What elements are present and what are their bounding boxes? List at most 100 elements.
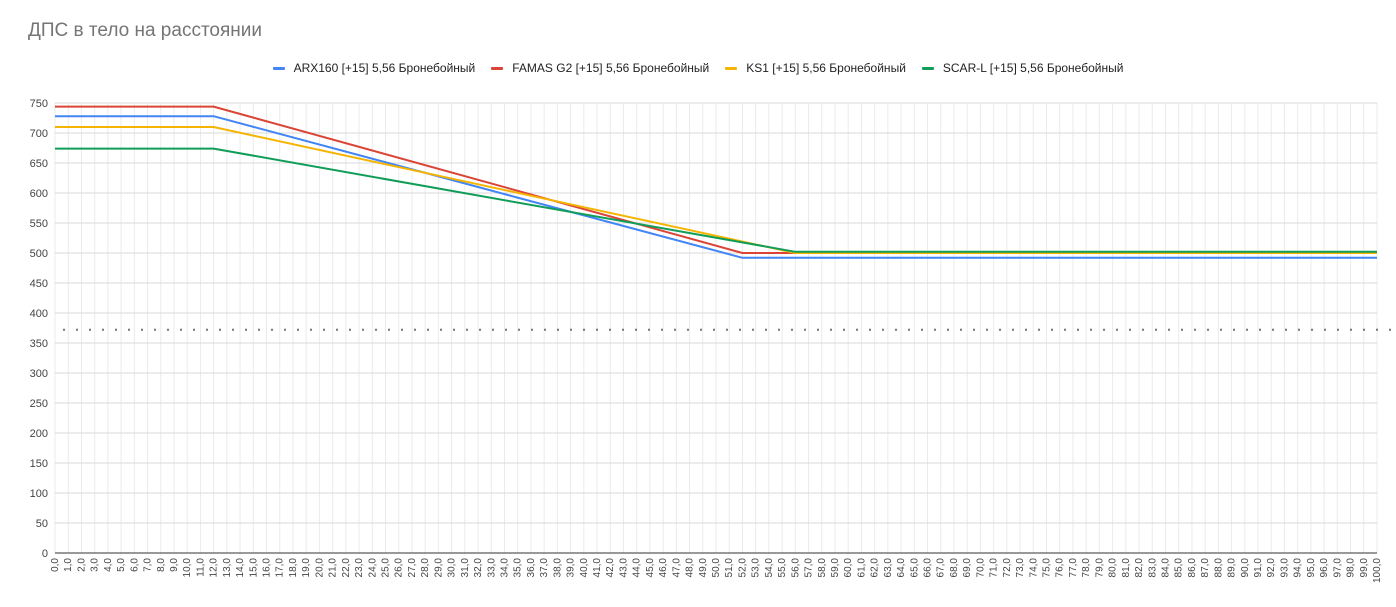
y-tick-label: 200 <box>30 428 48 440</box>
x-tick-label: 6,0 <box>129 558 140 572</box>
x-tick-label: 51,0 <box>724 558 735 578</box>
y-tick-label: 750 <box>30 98 48 110</box>
x-tick-label: 75,0 <box>1042 558 1053 578</box>
x-tick-label: 42,0 <box>605 558 616 578</box>
x-tick-label: 67,0 <box>936 558 947 578</box>
y-tick-label: 400 <box>30 308 48 320</box>
chart-title: ДПС в тело на расстоянии <box>28 20 263 41</box>
x-tick-label: 91,0 <box>1253 558 1264 578</box>
x-tick-label: 92,0 <box>1266 558 1277 578</box>
x-tick-label: 74,0 <box>1028 558 1039 578</box>
y-tick-label: 700 <box>30 128 48 140</box>
x-tick-label: 8,0 <box>156 558 167 572</box>
legend-item-3: KS1 [+15] 5,56 Бронебойный <box>725 61 906 75</box>
x-tick-label: 38,0 <box>552 558 563 578</box>
x-tick-label: 63,0 <box>883 558 894 578</box>
x-tick-label: 60,0 <box>843 558 854 578</box>
x-tick-label: 65,0 <box>909 558 920 578</box>
x-tick-label: 28,0 <box>420 558 431 578</box>
x-tick-label: 25,0 <box>381 558 392 578</box>
x-tick-label: 88,0 <box>1213 558 1224 578</box>
x-tick-label: 59,0 <box>830 558 841 578</box>
y-tick-label: 500 <box>30 248 48 260</box>
x-tick-label: 27,0 <box>407 558 418 578</box>
x-tick-label: 49,0 <box>698 558 709 578</box>
x-tick-label: 96,0 <box>1319 558 1330 578</box>
legend-swatch <box>272 66 285 70</box>
series-line-1 <box>55 115 1377 259</box>
x-tick-label: 89,0 <box>1227 558 1238 578</box>
x-tick-label: 97,0 <box>1332 558 1343 578</box>
x-tick-label: 90,0 <box>1240 558 1251 578</box>
x-tick-label: 58,0 <box>817 558 828 578</box>
x-tick-label: 2,0 <box>76 558 87 572</box>
legend-item-1: ARX160 [+15] 5,56 Бронебойный <box>272 61 475 75</box>
x-tick-label: 46,0 <box>658 558 669 578</box>
legend-item-2: FAMAS G2 [+15] 5,56 Бронебойный <box>491 61 709 75</box>
x-tick-label: 34,0 <box>499 558 510 578</box>
x-tick-label: 30,0 <box>447 558 458 578</box>
x-tick-label: 50,0 <box>711 558 722 578</box>
x-tick-label: 35,0 <box>513 558 524 578</box>
x-tick-label: 83,0 <box>1147 558 1158 578</box>
y-tick-label: 450 <box>30 278 48 290</box>
x-tick-label: 81,0 <box>1121 558 1132 578</box>
x-tick-label: 44,0 <box>632 558 643 578</box>
x-tick-label: 31,0 <box>460 558 471 578</box>
x-tick-label: 19,0 <box>301 558 312 578</box>
x-tick-label: 53,0 <box>751 558 762 578</box>
x-tick-label: 33,0 <box>486 558 497 578</box>
x-tick-label: 57,0 <box>804 558 815 578</box>
x-tick-label: 10,0 <box>182 558 193 578</box>
y-tick-label: 100 <box>30 488 48 500</box>
x-tick-label: 71,0 <box>989 558 1000 578</box>
x-tick-label: 40,0 <box>579 558 590 578</box>
x-tick-label: 16,0 <box>262 558 273 578</box>
x-tick-label: 22,0 <box>341 558 352 578</box>
x-tick-label: 48,0 <box>685 558 696 578</box>
x-tick-label: 21,0 <box>328 558 339 578</box>
x-tick-label: 18,0 <box>288 558 299 578</box>
x-tick-label: 1,0 <box>63 558 74 572</box>
x-tick-label: 70,0 <box>975 558 986 578</box>
x-tick-label: 47,0 <box>671 558 682 578</box>
x-tick-label: 86,0 <box>1187 558 1198 578</box>
x-tick-label: 64,0 <box>896 558 907 578</box>
x-tick-label: 82,0 <box>1134 558 1145 578</box>
x-tick-label: 36,0 <box>526 558 537 578</box>
x-tick-label: 99,0 <box>1359 558 1370 578</box>
x-tick-label: 73,0 <box>1015 558 1026 578</box>
y-tick-label: 250 <box>30 398 48 410</box>
y-tick-label: 50 <box>36 518 48 530</box>
x-tick-label: 56,0 <box>790 558 801 578</box>
x-tick-label: 11,0 <box>195 558 206 577</box>
x-tick-label: 69,0 <box>962 558 973 578</box>
legend-swatch <box>921 66 934 70</box>
x-tick-label: 84,0 <box>1160 558 1171 578</box>
y-tick-label: 600 <box>30 188 48 200</box>
x-tick-label: 39,0 <box>566 558 577 578</box>
x-tick-label: 62,0 <box>870 558 881 578</box>
y-tick-label: 0 <box>42 548 48 560</box>
series-line-3 <box>55 126 1377 254</box>
legend-swatch <box>725 66 738 70</box>
x-tick-label: 95,0 <box>1306 558 1317 578</box>
x-tick-label: 0,0 <box>50 558 61 572</box>
x-tick-label: 94,0 <box>1293 558 1304 578</box>
x-tick-label: 100,0 <box>1372 558 1383 583</box>
x-tick-label: 9,0 <box>169 558 180 572</box>
legend-swatch <box>491 66 504 70</box>
legend-item-4: SCAR-L [+15] 5,56 Бронебойный <box>921 61 1123 75</box>
y-tick-label: 150 <box>30 458 48 470</box>
x-tick-label: 77,0 <box>1068 558 1079 578</box>
x-tick-label: 79,0 <box>1094 558 1105 578</box>
x-tick-label: 3,0 <box>90 558 101 572</box>
x-tick-label: 26,0 <box>394 558 405 578</box>
x-tick-label: 29,0 <box>433 558 444 578</box>
x-tick-label: 4,0 <box>103 558 114 572</box>
x-tick-label: 37,0 <box>539 558 550 578</box>
y-tick-label: 300 <box>30 368 48 380</box>
x-tick-label: 72,0 <box>1002 558 1013 578</box>
x-tick-label: 7,0 <box>143 558 154 572</box>
